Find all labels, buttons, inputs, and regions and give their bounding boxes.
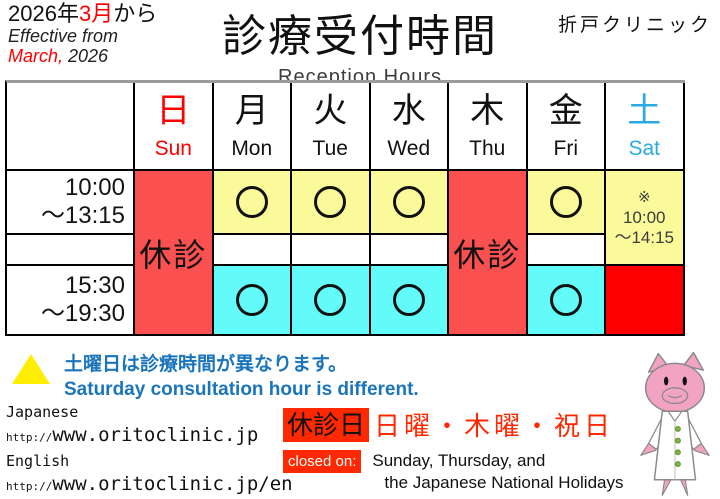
closed-days-label-jp: 休診日 xyxy=(283,407,370,442)
open-circle-icon xyxy=(235,186,268,218)
morning-time-cell: 10:00 ～13:15 xyxy=(7,171,135,235)
day-header-sun: 日 Sun xyxy=(135,83,214,171)
warning-triangle-icon xyxy=(12,354,50,384)
url-host-en: www.oritoclinic.jp/en xyxy=(52,473,293,495)
website-urls: Japanese http://www.oritoclinic.jp Engli… xyxy=(6,401,293,499)
page-title-jp: 診療受付時間 xyxy=(222,12,498,61)
day-en-wed: Wed xyxy=(387,137,431,160)
url-scheme: http:// xyxy=(6,480,53,493)
day-kanji-wed: 水 xyxy=(391,92,426,130)
day-header-fri: 金 Fri xyxy=(527,83,606,171)
day-en-fri: Fri xyxy=(553,137,579,160)
notice-text-jp: 土曜日は診療時間が異なります。 xyxy=(64,354,348,375)
day-header-sat: 土 Sat xyxy=(606,83,685,171)
effective-suffix-jp: から xyxy=(113,1,158,26)
closed-label-sun: 休診 xyxy=(139,236,208,273)
english-site-label: English xyxy=(6,452,70,470)
day-kanji-mon: 月 xyxy=(234,92,269,130)
title-block: 診療受付時間 Reception Hours xyxy=(150,0,570,89)
effective-month-en: March, xyxy=(8,46,64,67)
separator-cell xyxy=(527,235,606,266)
saturday-morning-note-cell: ※ 10:00 ～14:15 xyxy=(606,171,685,266)
open-circle-icon xyxy=(314,186,347,218)
morning-start-time: 10:00 xyxy=(64,174,125,201)
closed-days-list-en: Sunday, Thursday, and the Japanese Natio… xyxy=(372,450,623,494)
closed-label-thu: 休診 xyxy=(453,236,522,273)
schedule-table: 日 Sun 月 Mon 火 Tue 水 Wed 木 Thu 金 Fri 土 Sa… xyxy=(5,80,685,336)
thursday-closed-cell: 休診 xyxy=(449,171,528,336)
day-header-wed: 水 Wed xyxy=(370,83,449,171)
closed-days-en-line2: the Japanese National Holidays xyxy=(384,473,624,492)
effective-year-en: 2026 xyxy=(63,46,109,67)
day-kanji-tue: 火 xyxy=(313,92,348,130)
day-en-sat: Sat xyxy=(628,137,661,160)
open-circle-icon xyxy=(392,284,425,316)
day-header-tue: 火 Tue xyxy=(292,83,371,171)
effective-year-jp: 2026年 xyxy=(8,1,79,26)
open-circle-icon xyxy=(549,284,582,316)
mon-morning-open-cell xyxy=(213,171,292,235)
separator-cell xyxy=(213,235,292,266)
evening-time-cell: 15:30 ～19:30 xyxy=(7,266,135,336)
closed-days-label-en: closed on: xyxy=(283,450,362,473)
day-kanji-thu: 木 xyxy=(470,92,505,130)
saturday-start-time: 10:00 xyxy=(622,207,666,227)
saturday-notice: 土曜日は診療時間が異なります。 Saturday consultation ho… xyxy=(12,352,419,402)
tue-evening-open-cell xyxy=(292,266,371,336)
english-site-url: http://www.oritoclinic.jp/en xyxy=(6,472,293,499)
effective-date-jp: 2026年3月から xyxy=(8,1,158,26)
day-en-mon: Mon xyxy=(231,137,273,160)
morning-end-time: ～13:15 xyxy=(40,202,125,229)
evening-start-time: 15:30 xyxy=(64,272,125,299)
separator-cell xyxy=(292,235,371,266)
effective-date-block: 2026年3月から Effective from March, 2026 xyxy=(8,1,158,66)
saturday-evening-closed-cell xyxy=(606,266,685,336)
closed-days-en-line1: Sunday, Thursday, and xyxy=(372,451,546,470)
notice-text-en: Saturday consultation hour is different. xyxy=(64,379,419,400)
open-circle-icon xyxy=(314,284,347,316)
open-circle-icon xyxy=(392,186,425,218)
pig-doctor-mascot-illustration xyxy=(640,351,710,496)
fri-morning-open-cell xyxy=(527,171,606,235)
day-en-tue: Tue xyxy=(312,137,348,160)
time-column-header xyxy=(7,83,135,171)
mon-evening-open-cell xyxy=(213,266,292,336)
tue-morning-open-cell xyxy=(292,171,371,235)
open-circle-icon xyxy=(549,186,582,218)
effective-date-en-line2: March, 2026 xyxy=(8,46,157,66)
day-kanji-sun: 日 xyxy=(156,92,191,130)
effective-month-jp: 3月 xyxy=(78,1,114,26)
closed-days-list-jp: 日曜・木曜・祝日 xyxy=(374,411,615,441)
japanese-site-url: http://www.oritoclinic.jp xyxy=(6,423,293,450)
fri-evening-open-cell xyxy=(527,266,606,336)
separator-cell xyxy=(370,235,449,266)
wed-evening-open-cell xyxy=(370,266,449,336)
open-circle-icon xyxy=(235,284,268,316)
saturday-end-time: ～14:15 xyxy=(614,227,675,247)
evening-end-time: ～19:30 xyxy=(40,300,125,327)
url-scheme: http:// xyxy=(6,431,53,444)
day-kanji-fri: 金 xyxy=(548,92,583,130)
saturday-note-mark: ※ xyxy=(637,188,651,206)
day-en-sun: Sun xyxy=(154,137,192,160)
japanese-site-label: Japanese xyxy=(6,403,79,421)
day-header-thu: 木 Thu xyxy=(449,83,528,171)
closed-days-block: 休診日 日曜・木曜・祝日 closed on: Sunday, Thursday… xyxy=(283,406,624,494)
wed-morning-open-cell xyxy=(370,171,449,235)
day-header-mon: 月 Mon xyxy=(213,83,292,171)
day-kanji-sat: 土 xyxy=(627,92,662,130)
url-host-jp: www.oritoclinic.jp xyxy=(52,424,259,446)
sunday-closed-cell: 休診 xyxy=(135,171,214,336)
clinic-name: 折戸クリニック xyxy=(557,15,712,36)
separator-cell xyxy=(7,235,135,266)
effective-date-en-line1: Effective from xyxy=(8,26,119,47)
day-en-thu: Thu xyxy=(469,137,506,160)
